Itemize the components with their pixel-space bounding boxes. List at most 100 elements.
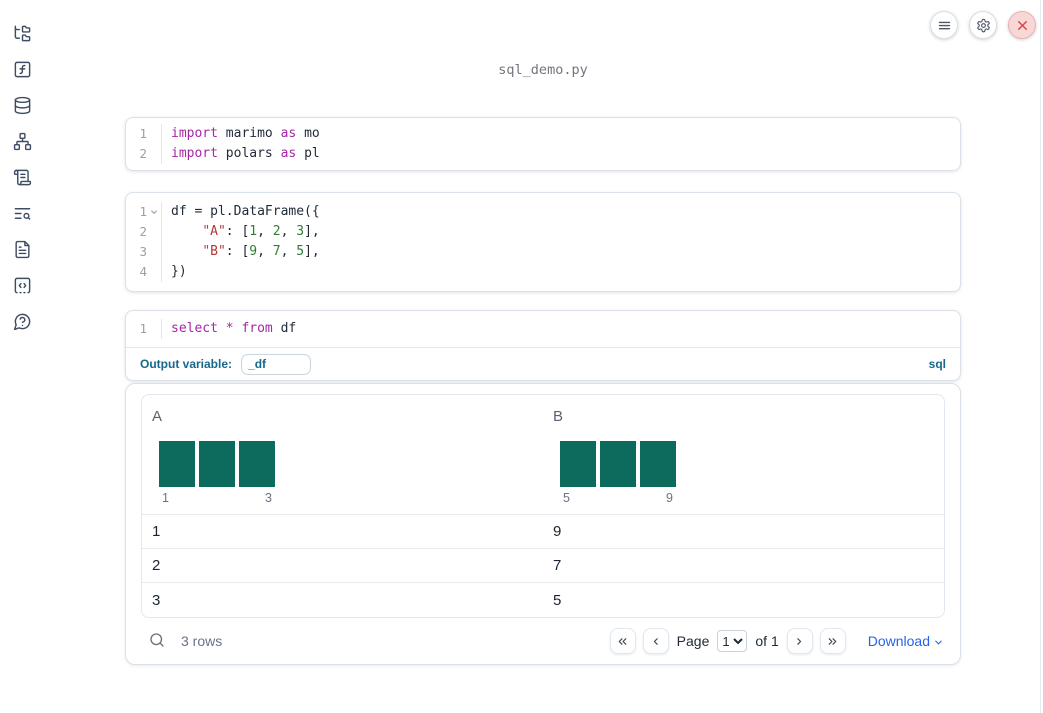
code-line: import marimo as mo (171, 126, 320, 141)
last-page-button[interactable] (819, 628, 846, 654)
sql-output-variable-row: Output variable: sql (126, 348, 960, 380)
code-editor[interactable]: 1 2 import marimo as mo import polars as pl (126, 124, 960, 164)
histogram-bar (159, 441, 195, 487)
histogram-bar (199, 441, 235, 487)
sidebar-dependencies-button[interactable] (11, 130, 33, 152)
fold-spacer (147, 124, 160, 144)
menu-icon (938, 21, 950, 29)
line-number: 4 (139, 264, 147, 279)
line-number: 1 (139, 204, 147, 219)
table-footer: 3 rows Page 1 of 1 Download (141, 618, 945, 664)
table-search-button[interactable] (147, 631, 167, 651)
function-square-icon (14, 61, 30, 77)
code-lines: df = pl.DataFrame({ "A": [1, 2, 3], "B":… (161, 202, 960, 282)
helper-sidebar (0, 0, 44, 332)
code-editor[interactable]: 1 select * from df (126, 311, 960, 348)
code-lines: import marimo as mo import polars as pl (161, 124, 960, 164)
histogram-bar (600, 441, 636, 487)
download-button[interactable]: Download (868, 633, 944, 649)
sidebar-scratchpad-button[interactable] (11, 166, 33, 188)
cell-sql-editor[interactable]: 1 select * from df Output variable: sql (125, 310, 961, 381)
histogram-min-label: 1 (162, 491, 169, 505)
sidebar-help-button[interactable] (11, 310, 33, 332)
table-cell: 9 (553, 523, 562, 540)
column-name[interactable]: A (152, 408, 163, 425)
column-name[interactable]: B (553, 408, 564, 425)
code-editor[interactable]: 1 2 3 4 df = pl.DataFrame({ "A": [1, 2, 3], … (126, 202, 960, 282)
scratchpad-scroll-icon (13, 169, 31, 185)
sidebar-file-explorer-button[interactable] (11, 22, 33, 44)
histogram-bar (239, 441, 275, 487)
histogram-bar (560, 441, 596, 487)
chevrons-left-icon (618, 637, 627, 645)
table-cell: 2 (152, 557, 161, 574)
window-controls (930, 11, 1036, 39)
histogram-bar (640, 441, 676, 487)
next-page-button[interactable] (786, 628, 813, 654)
sidebar-datasources-button[interactable] (11, 94, 33, 116)
fold-spacer (147, 262, 160, 282)
line-number: 2 (139, 224, 147, 239)
page-label: Page (676, 633, 710, 649)
line-number: 2 (139, 146, 147, 161)
settings-button[interactable] (969, 11, 997, 39)
page-number-select[interactable]: 1 (717, 630, 748, 652)
dependency-graph-icon (13, 132, 31, 150)
fold-spacer (147, 319, 160, 339)
shutdown-button[interactable] (1008, 11, 1036, 39)
sidebar-logs-button[interactable] (11, 202, 33, 224)
pagination-controls: Page 1 of 1 Download (609, 628, 944, 654)
sidebar-variables-button[interactable] (11, 58, 33, 80)
output-variable-input[interactable] (241, 353, 312, 375)
cell-dataframe-editor[interactable]: 1 2 3 4 df = pl.DataFrame({ "A": [1, 2, 3], … (125, 192, 961, 292)
search-icon (150, 633, 164, 647)
notebook-menu-button[interactable] (930, 11, 958, 39)
code-lines: select * from df (161, 319, 960, 339)
code-line: import polars as pl (171, 146, 320, 161)
notebook-filename[interactable]: sql_demo.py (498, 62, 588, 78)
line-number-gutter: 1 (126, 319, 161, 339)
sidebar-documentation-button[interactable] (11, 238, 33, 260)
line-number: 1 (139, 321, 147, 336)
chevron-down-icon (935, 640, 942, 644)
previous-page-button[interactable] (642, 628, 669, 654)
download-label: Download (867, 633, 930, 649)
logs-search-icon (14, 207, 30, 220)
chevrons-right-icon (828, 637, 837, 645)
line-number: 3 (139, 244, 147, 259)
table-cell: 5 (553, 591, 562, 609)
help-question-bubble-icon (13, 313, 30, 330)
gear-icon (976, 18, 990, 32)
sql-language-badge[interactable]: sql (928, 357, 946, 371)
code-line: select * from df (171, 321, 297, 336)
chevron-right-icon (797, 637, 802, 645)
line-number-gutter: 1 2 3 4 (126, 202, 161, 282)
fold-chevron-icon[interactable] (147, 202, 160, 222)
documentation-file-icon (14, 240, 30, 258)
right-edge-divider (1040, 0, 1041, 713)
sidebar-snippets-button[interactable] (11, 274, 33, 296)
first-page-button[interactable] (609, 628, 636, 654)
cell-imports-editor[interactable]: 1 2 import marimo as mo import polars as pl (125, 117, 961, 171)
code-line: df = pl.DataFrame({ (171, 204, 320, 219)
histogram-max-label: 9 (666, 491, 673, 505)
page-total-label: of 1 (755, 633, 779, 649)
fold-spacer (147, 242, 160, 262)
code-line: }) (171, 264, 187, 279)
fold-spacer (147, 222, 160, 242)
table-cell: 7 (553, 557, 562, 574)
sql-code-editor[interactable]: 1 select * from df (126, 311, 960, 348)
table-cell: 3 (152, 591, 161, 609)
line-number: 1 (139, 126, 147, 141)
